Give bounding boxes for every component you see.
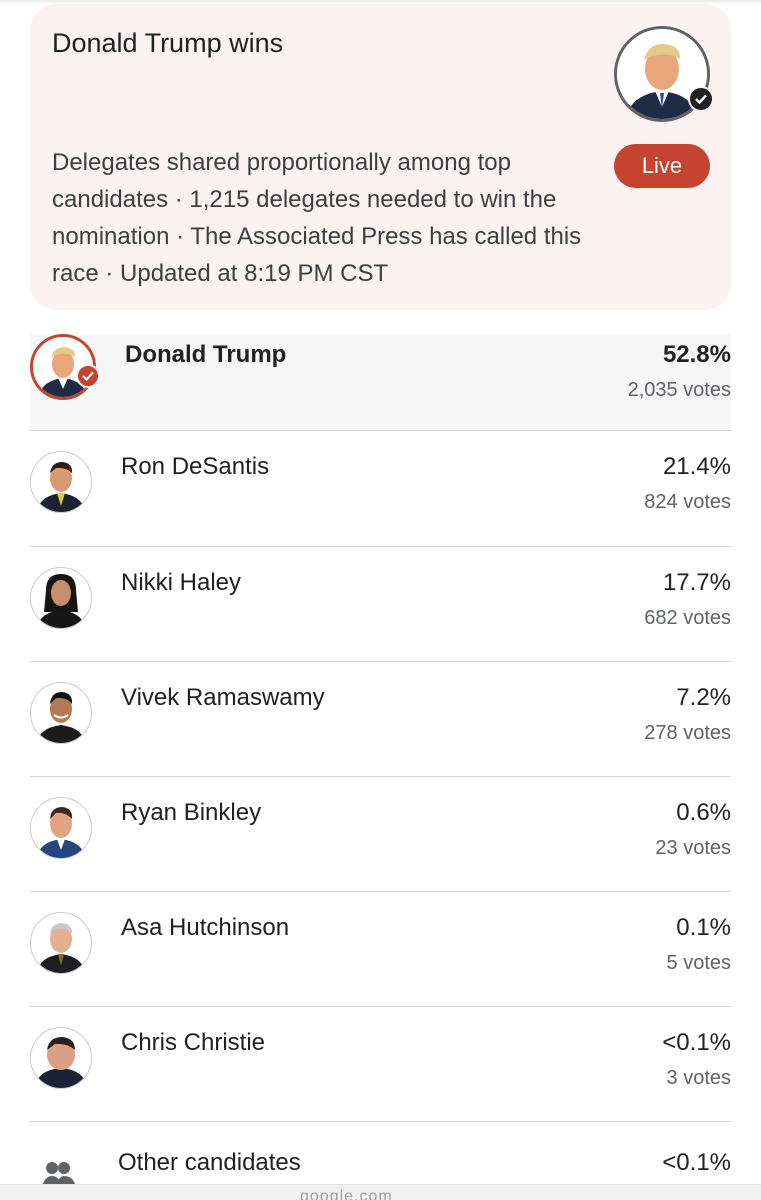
- candidate-votes: 3 votes: [666, 1067, 731, 1089]
- candidate-row[interactable]: Donald Trump 52.8% 2,035 votes: [30, 334, 731, 431]
- candidate-percent: 21.4%: [662, 453, 731, 480]
- candidate-avatar: [30, 567, 92, 629]
- person-portrait-icon: [31, 798, 91, 858]
- candidate-percent: <0.1%: [662, 1029, 731, 1056]
- candidate-row[interactable]: Ryan Binkley 0.6% 23 votes: [30, 777, 731, 892]
- candidate-avatar: [30, 451, 92, 513]
- other-candidates-label: Other candidates: [118, 1149, 301, 1176]
- candidate-votes: 682 votes: [644, 607, 731, 629]
- candidate-name: Donald Trump: [125, 341, 287, 368]
- candidate-name: Ron DeSantis: [121, 453, 270, 480]
- candidate-name: Asa Hutchinson: [121, 914, 290, 941]
- candidate-avatar: [30, 912, 92, 974]
- winner-check-icon: [76, 364, 100, 388]
- candidate-name: Ryan Binkley: [121, 799, 262, 826]
- other-candidates-percent: <0.1%: [662, 1149, 731, 1176]
- person-portrait-icon: [31, 1028, 91, 1088]
- candidate-votes: 2,035 votes: [627, 379, 731, 401]
- live-button[interactable]: Live: [614, 144, 710, 188]
- person-portrait-icon: [31, 568, 91, 628]
- person-portrait-icon: [31, 452, 91, 512]
- candidate-name: Nikki Haley: [121, 569, 242, 596]
- person-portrait-icon: [617, 29, 707, 119]
- candidate-row[interactable]: Chris Christie <0.1% 3 votes: [30, 1007, 731, 1122]
- check-icon: [688, 86, 714, 112]
- candidate-votes: 278 votes: [644, 722, 731, 744]
- candidate-percent: 52.8%: [662, 341, 731, 368]
- candidate-name: Vivek Ramaswamy: [121, 684, 325, 711]
- candidate-avatar: [30, 682, 92, 744]
- candidate-percent: 7.2%: [676, 684, 731, 711]
- address-host: google.com: [300, 1188, 393, 1200]
- candidate-avatar: [30, 1027, 92, 1089]
- candidate-name: Chris Christie: [121, 1029, 266, 1056]
- race-description: Delegates shared proportionally among to…: [52, 149, 582, 287]
- race-summary-card: Donald Trump wins Delegates shared propo…: [30, 4, 731, 310]
- candidate-votes: 5 votes: [666, 952, 731, 974]
- candidate-votes: 824 votes: [644, 491, 731, 513]
- top-shadow: [0, 0, 761, 4]
- race-title: Donald Trump wins: [52, 28, 284, 58]
- browser-address-bar[interactable]: [0, 1184, 761, 1200]
- candidate-row[interactable]: Nikki Haley 17.7% 682 votes: [30, 547, 731, 662]
- candidate-percent: 0.6%: [676, 799, 731, 826]
- candidate-avatar: [30, 797, 92, 859]
- candidate-votes: 23 votes: [655, 837, 731, 859]
- candidate-results-list: Donald Trump 52.8% 2,035 votes Ron DeSan…: [30, 334, 731, 1200]
- candidate-percent: 17.7%: [662, 569, 731, 596]
- person-portrait-icon: [31, 913, 91, 973]
- person-portrait-icon: [31, 683, 91, 743]
- other-candidates-row[interactable]: Other candidates <0.1%: [30, 1122, 731, 1200]
- candidate-row[interactable]: Ron DeSantis 21.4% 824 votes: [30, 431, 731, 547]
- candidate-row[interactable]: Vivek Ramaswamy 7.2% 278 votes: [30, 662, 731, 777]
- candidate-row[interactable]: Asa Hutchinson 0.1% 5 votes: [30, 892, 731, 1007]
- candidate-percent: 0.1%: [676, 914, 731, 941]
